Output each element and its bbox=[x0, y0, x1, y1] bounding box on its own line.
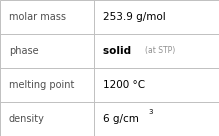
Text: 6 g/cm: 6 g/cm bbox=[103, 114, 139, 124]
Text: phase: phase bbox=[9, 46, 38, 56]
Text: melting point: melting point bbox=[9, 80, 74, 90]
Text: density: density bbox=[9, 114, 45, 124]
Text: 3: 3 bbox=[149, 109, 154, 115]
Text: solid: solid bbox=[103, 46, 138, 56]
Text: 253.9 g/mol: 253.9 g/mol bbox=[103, 12, 166, 22]
Text: (at STP): (at STP) bbox=[145, 47, 175, 55]
Text: molar mass: molar mass bbox=[9, 12, 66, 22]
Text: 1200 °C: 1200 °C bbox=[103, 80, 145, 90]
